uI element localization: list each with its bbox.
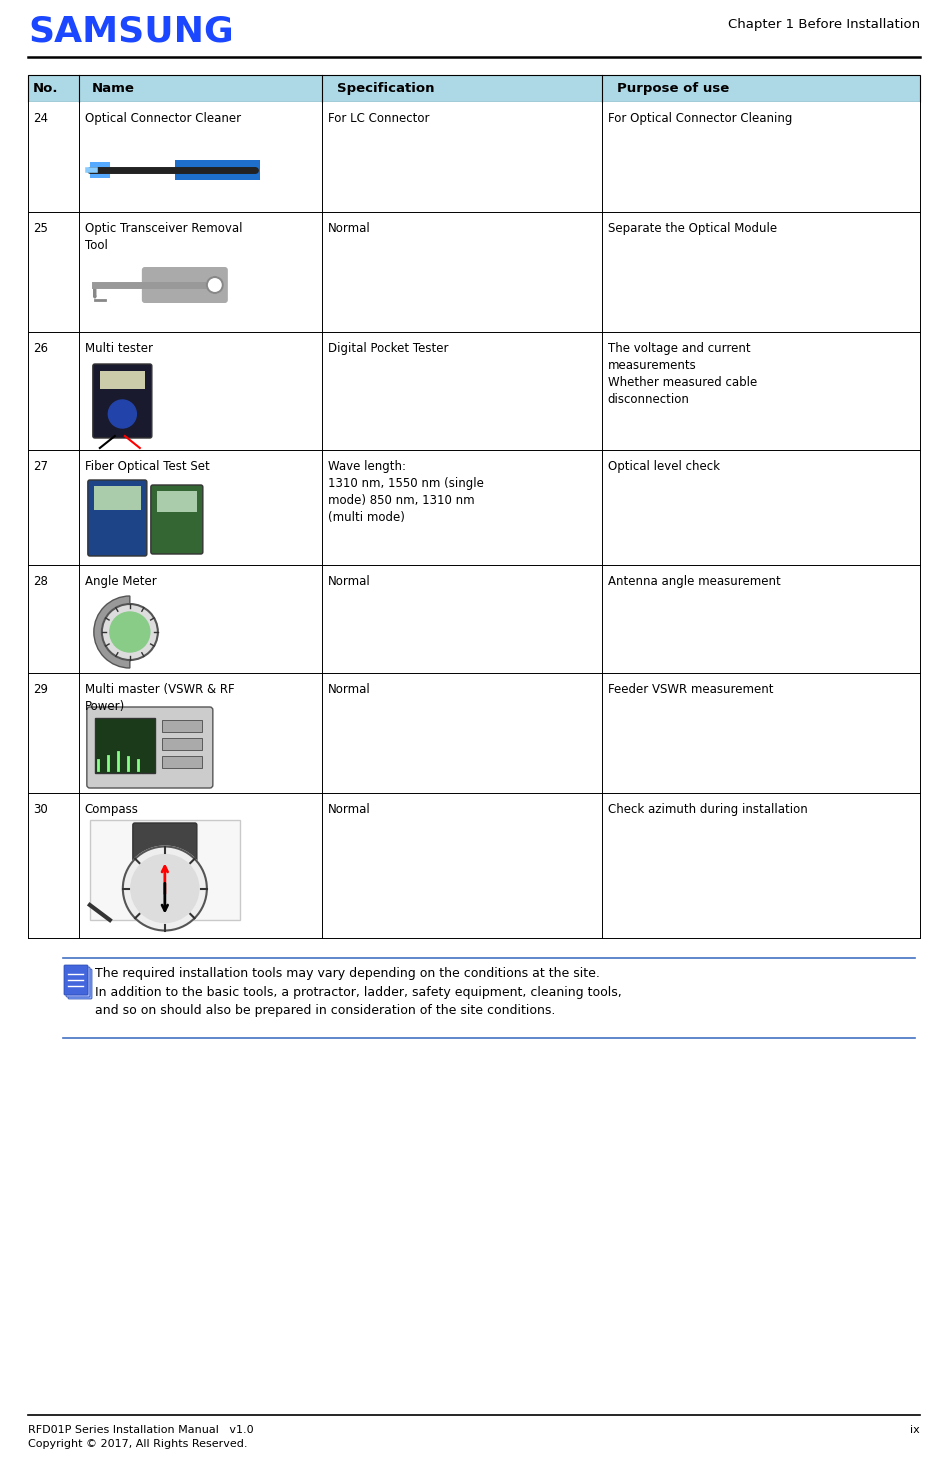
Text: Optical Connector Cleaner: Optical Connector Cleaner (84, 112, 241, 125)
Bar (28, 793, 920, 939)
FancyBboxPatch shape (68, 970, 92, 999)
Circle shape (123, 846, 207, 930)
Text: 24: 24 (33, 112, 48, 125)
Text: Antenna angle measurement: Antenna angle measurement (608, 574, 780, 588)
Text: Normal: Normal (328, 804, 371, 815)
FancyBboxPatch shape (142, 267, 228, 303)
Bar (28, 101, 920, 212)
Text: Chapter 1 Before Installation: Chapter 1 Before Installation (728, 18, 920, 31)
Circle shape (131, 855, 199, 923)
Circle shape (101, 604, 158, 660)
Text: Feeder VSWR measurement: Feeder VSWR measurement (608, 683, 773, 696)
Text: 29: 29 (33, 683, 48, 696)
Text: Compass: Compass (84, 804, 138, 815)
Circle shape (207, 278, 223, 292)
FancyBboxPatch shape (66, 967, 90, 997)
Bar (162, 757, 202, 768)
Text: Normal: Normal (328, 222, 371, 235)
Bar (28, 566, 920, 673)
Text: No.: No. (33, 82, 59, 95)
Bar (90, 820, 240, 920)
Bar (156, 491, 197, 513)
Text: The voltage and current
measurements
Whether measured cable
disconnection: The voltage and current measurements Whe… (608, 342, 757, 405)
Text: For Optical Connector Cleaning: For Optical Connector Cleaning (608, 112, 792, 125)
FancyBboxPatch shape (93, 364, 152, 438)
Bar (28, 212, 920, 332)
Text: 28: 28 (33, 574, 48, 588)
Text: Separate the Optical Module: Separate the Optical Module (608, 222, 776, 235)
Text: ix: ix (910, 1425, 920, 1435)
Bar (162, 720, 202, 732)
Text: Digital Pocket Tester: Digital Pocket Tester (328, 342, 448, 355)
Text: Wave length:
1310 nm, 1550 nm (single
mode) 850 nm, 1310 nm
(multi mode): Wave length: 1310 nm, 1550 nm (single mo… (328, 460, 484, 524)
Bar (28, 673, 920, 793)
Bar (100, 372, 145, 389)
Text: For LC Connector: For LC Connector (328, 112, 429, 125)
Text: 25: 25 (33, 222, 48, 235)
Bar (28, 450, 920, 566)
FancyBboxPatch shape (151, 485, 203, 554)
Text: SAMSUNG: SAMSUNG (28, 15, 233, 48)
Bar (94, 486, 141, 510)
Text: Specification: Specification (337, 82, 434, 95)
Bar (28, 332, 920, 450)
Text: Name: Name (92, 82, 135, 95)
Text: Copyright © 2017, All Rights Reserved.: Copyright © 2017, All Rights Reserved. (28, 1440, 247, 1448)
Text: Normal: Normal (328, 574, 371, 588)
Circle shape (108, 400, 137, 427)
Text: Normal: Normal (328, 683, 371, 696)
Text: Fiber Optical Test Set: Fiber Optical Test Set (84, 460, 210, 473)
Bar (95, 718, 155, 773)
Text: Optical level check: Optical level check (608, 460, 720, 473)
Text: 27: 27 (33, 460, 48, 473)
Text: Angle Meter: Angle Meter (84, 574, 156, 588)
Bar (162, 737, 202, 751)
FancyBboxPatch shape (87, 707, 213, 787)
Circle shape (110, 613, 150, 652)
Text: Purpose of use: Purpose of use (617, 82, 730, 95)
Bar (90, 162, 110, 178)
Bar (28, 75, 920, 101)
Text: Multi master (VSWR & RF
Power): Multi master (VSWR & RF Power) (84, 683, 234, 712)
Text: The required installation tools may vary depending on the conditions at the site: The required installation tools may vary… (95, 967, 622, 1017)
FancyBboxPatch shape (133, 823, 197, 862)
FancyBboxPatch shape (88, 480, 147, 555)
Text: Multi tester: Multi tester (84, 342, 153, 355)
Bar (174, 160, 260, 181)
Text: 30: 30 (33, 804, 47, 815)
Text: 26: 26 (33, 342, 48, 355)
Bar (28, 75, 920, 101)
FancyBboxPatch shape (64, 965, 88, 995)
Wedge shape (94, 596, 130, 668)
Text: Optic Transceiver Removal
Tool: Optic Transceiver Removal Tool (84, 222, 243, 253)
Text: RFD01P Series Installation Manual   v1.0: RFD01P Series Installation Manual v1.0 (28, 1425, 254, 1435)
Text: Check azimuth during installation: Check azimuth during installation (608, 804, 808, 815)
